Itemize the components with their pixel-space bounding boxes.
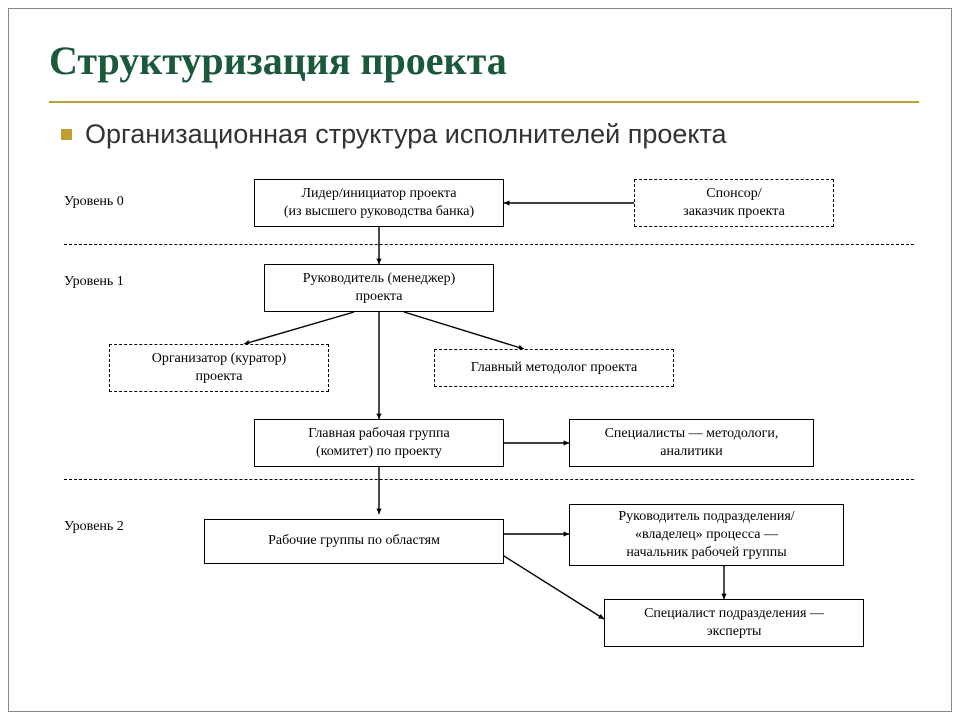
org-diagram: Уровень 0 Уровень 1 Уровень 2 Лидер/инициат… bbox=[64, 174, 914, 694]
level-label-lvl1: Уровень 1 bbox=[64, 274, 124, 290]
bullet-text: Организационная структура исполнителей п… bbox=[85, 119, 727, 150]
level-label-lvl2: Уровень 2 bbox=[64, 519, 124, 535]
node-workgrp: Рабочие группы по областям bbox=[204, 519, 504, 564]
node-manager: Руководитель (менеджер)проекта bbox=[264, 264, 494, 312]
node-analysts: Специалисты — методологи,аналитики bbox=[569, 419, 814, 467]
bullet-icon bbox=[61, 129, 72, 140]
edge-manager-curator bbox=[244, 312, 354, 344]
level-separator bbox=[64, 244, 914, 245]
edge-manager-method bbox=[404, 312, 524, 349]
node-method: Главный методолог проекта bbox=[434, 349, 674, 387]
node-sponsor: Спонсор/заказчик проекта bbox=[634, 179, 834, 227]
slide-frame: Структуризация проекта Организационная с… bbox=[8, 8, 952, 712]
node-group: Главная рабочая группа(комитет) по проек… bbox=[254, 419, 504, 467]
arrowhead bbox=[504, 200, 509, 205]
arrowhead bbox=[376, 509, 381, 514]
level-label-lvl0: Уровень 0 bbox=[64, 194, 124, 210]
slide-title: Структуризация проекта bbox=[49, 37, 507, 84]
title-rule bbox=[49, 101, 919, 103]
node-procown: Руководитель подразделения/«владелец» пр… bbox=[569, 504, 844, 566]
level-separator bbox=[64, 479, 914, 480]
node-leader: Лидер/инициатор проекта(из высшего руков… bbox=[254, 179, 504, 227]
node-experts: Специалист подразделения —эксперты bbox=[604, 599, 864, 647]
node-curator: Организатор (куратор)проекта bbox=[109, 344, 329, 392]
